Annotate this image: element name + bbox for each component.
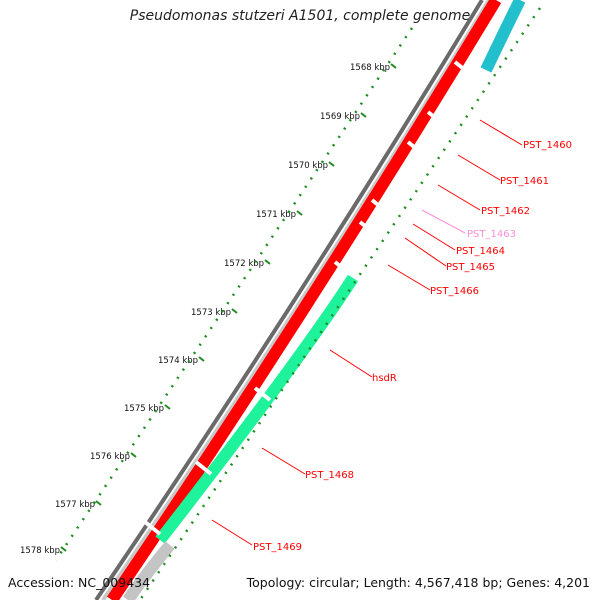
tick-mark — [60, 546, 67, 552]
scale-dotted-line — [54, 27, 414, 561]
gene-labels-group: PST_1460 PST_1461 PST_1462 PST_1463 PST_1464… — [211, 119, 572, 553]
tick-mark — [390, 63, 397, 69]
reverse-strand-cyan-gene — [480, 0, 526, 73]
gene-leader-line — [329, 349, 373, 378]
tick-label: 1578 kbp — [20, 546, 60, 556]
gene-label[interactable]: PST_1469 — [253, 542, 302, 553]
gene-label[interactable]: PST_1463 — [467, 229, 516, 240]
gene-leader-line — [457, 154, 501, 181]
tick-label: 1573 kbp — [191, 308, 231, 318]
gene-label[interactable]: PST_1464 — [456, 246, 505, 257]
gene-label[interactable]: PST_1462 — [481, 206, 530, 217]
reverse-strand-gray-gene — [123, 541, 175, 600]
backbone-outer-dark — [94, 0, 484, 600]
gene-label[interactable]: PST_1460 — [523, 140, 572, 151]
gene-label[interactable]: PST_1465 — [446, 262, 495, 273]
gene-label[interactable]: PST_1468 — [305, 470, 354, 481]
tick-mark — [328, 161, 335, 167]
gene-label[interactable]: PST_1466 — [430, 286, 479, 297]
reverse-strand-green-gene — [155, 274, 359, 544]
tick-mark — [264, 259, 271, 265]
gene-leader-line — [412, 223, 456, 251]
accession-text: Accession: NC_009434 — [8, 575, 151, 590]
gene-gaps — [143, 60, 472, 536]
genome-title: Pseudomonas stutzeri A1501, complete gen… — [129, 8, 471, 24]
tick-mark — [296, 210, 303, 216]
forward-strand-bar — [107, 0, 502, 600]
gene-leader-line — [387, 264, 431, 291]
tick-mark — [231, 308, 238, 314]
gene-leader-line — [211, 519, 253, 546]
tick-mark — [95, 500, 102, 506]
gene-label[interactable]: PST_1461 — [500, 176, 549, 187]
tick-mark — [198, 356, 205, 362]
tick-mark — [164, 404, 171, 410]
tick-label: 1568 kbp — [350, 63, 390, 73]
gene-leader-line — [404, 237, 447, 267]
tick-mark — [130, 452, 137, 458]
tick-label: 1572 kbp — [224, 259, 264, 269]
genome-summary-text: Topology: circular; Length: 4,567,418 bp… — [246, 575, 590, 590]
tick-label: 1577 kbp — [55, 500, 95, 510]
gene-label[interactable]: hsdR — [372, 373, 397, 384]
tick-label: 1576 kbp — [90, 452, 130, 462]
tick-label: 1569 kbp — [320, 112, 360, 122]
tick-label: 1574 kbp — [158, 356, 198, 366]
gene-leader-line — [437, 184, 481, 211]
gene-leader-line — [421, 209, 466, 234]
gene-leader-line — [479, 119, 523, 146]
tick-label: 1575 kbp — [124, 404, 164, 414]
backbone-outer-light — [101, 0, 491, 600]
tick-label: 1570 kbp — [288, 161, 328, 171]
ticks-group: 1568 kbp 1569 kbp 1570 kbp 1571 kbp 1572 kbp… — [20, 7, 542, 600]
tick-mark — [360, 112, 367, 118]
tick-label: 1571 kbp — [256, 210, 296, 220]
gene-leader-line — [261, 447, 306, 475]
